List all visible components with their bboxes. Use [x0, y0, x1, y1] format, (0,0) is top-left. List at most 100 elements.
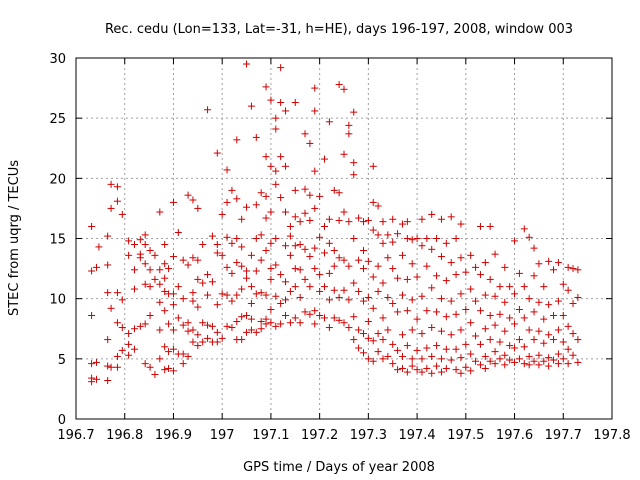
data-point: [355, 214, 363, 222]
data-point: [218, 210, 226, 218]
data-point: [204, 334, 212, 342]
data-point: [330, 247, 338, 255]
data-point: [311, 167, 319, 175]
data-point: [384, 293, 392, 301]
data-point: [506, 342, 514, 350]
data-point: [491, 250, 499, 258]
data-point: [151, 370, 159, 378]
data-point: [169, 290, 177, 298]
data-point: [511, 320, 519, 328]
data-point: [325, 118, 333, 126]
data-point: [267, 305, 275, 313]
data-point: [501, 263, 509, 271]
data-point: [550, 266, 558, 274]
data-point: [243, 203, 251, 211]
data-point: [252, 267, 260, 275]
data-point: [282, 208, 290, 216]
data-point: [146, 312, 154, 320]
data-point: [486, 357, 494, 365]
data-point: [277, 271, 285, 279]
data-point: [364, 318, 372, 326]
data-point: [286, 319, 294, 327]
data-point: [501, 327, 509, 335]
data-point: [330, 286, 338, 294]
data-point: [550, 336, 558, 344]
data-point: [462, 305, 470, 313]
data-point: [199, 279, 207, 287]
data-point: [146, 283, 154, 291]
data-point: [554, 326, 562, 334]
data-point: [130, 241, 138, 249]
data-point: [161, 241, 169, 249]
data-point: [379, 355, 387, 363]
data-point: [428, 369, 436, 377]
data-point: [462, 268, 470, 276]
data-point: [88, 360, 96, 368]
data-point: [457, 254, 465, 262]
data-point: [481, 259, 489, 267]
data-point: [228, 297, 236, 305]
data-point: [350, 235, 358, 242]
data-point: [486, 222, 494, 230]
data-point: [156, 280, 164, 288]
data-point: [569, 330, 577, 338]
y-tick-label: 10: [49, 293, 66, 308]
data-point: [272, 235, 280, 242]
data-point: [223, 166, 231, 174]
data-point: [340, 286, 348, 294]
data-point: [408, 362, 416, 370]
data-point: [104, 362, 112, 370]
data-point: [496, 338, 504, 346]
data-point: [457, 354, 465, 362]
data-point: [277, 153, 285, 161]
data-point: [113, 183, 121, 191]
data-point: [262, 83, 270, 91]
data-point: [520, 343, 528, 351]
data-point: [413, 366, 421, 374]
data-point: [104, 261, 112, 269]
data-point: [472, 332, 480, 340]
data-point: [238, 313, 246, 321]
data-point: [374, 348, 382, 356]
data-point: [243, 328, 251, 336]
data-point: [447, 213, 455, 221]
x-tick-label: 197.6: [496, 428, 533, 443]
data-point: [311, 107, 319, 115]
data-point: [213, 241, 221, 249]
data-point: [340, 150, 348, 158]
data-point: [447, 259, 455, 267]
data-point: [141, 280, 149, 288]
data-point: [511, 358, 519, 366]
data-point: [161, 343, 169, 351]
data-point: [136, 254, 144, 262]
data-point: [184, 191, 192, 199]
data-point: [252, 290, 260, 298]
data-point: [272, 114, 280, 122]
data-point: [442, 364, 450, 372]
data-point: [267, 162, 275, 170]
data-point: [321, 249, 329, 257]
data-point: [311, 84, 319, 92]
data-point: [118, 324, 126, 332]
data-point: [184, 261, 192, 269]
data-point: [545, 362, 553, 370]
data-point: [311, 204, 319, 212]
data-point: [374, 202, 382, 210]
data-point: [107, 180, 115, 188]
data-point: [104, 376, 112, 384]
data-point: [520, 283, 528, 291]
data-point: [394, 308, 402, 316]
data-point: [437, 368, 445, 376]
data-point: [574, 293, 582, 301]
data-point: [540, 283, 548, 291]
data-point: [423, 262, 431, 270]
data-point: [340, 85, 348, 93]
data-point: [88, 312, 96, 320]
data-point: [238, 215, 246, 223]
data-point: [277, 99, 285, 107]
data-point: [233, 318, 241, 326]
data-point: [277, 194, 285, 202]
data-point: [330, 186, 338, 194]
data-point: [130, 266, 138, 274]
data-point: [389, 299, 397, 307]
